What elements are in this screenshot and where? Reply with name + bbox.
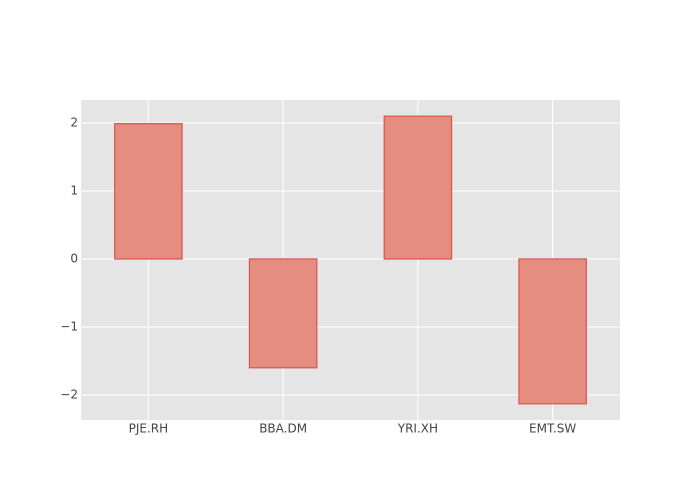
bar	[383, 115, 453, 260]
y-tick-label: 1	[70, 183, 78, 197]
y-tick-label: −2	[60, 387, 78, 401]
x-tick-label: PJE.RH	[129, 422, 169, 436]
bar	[114, 123, 183, 260]
x-tick-label: EMT.SW	[529, 422, 576, 436]
y-tick-label: −1	[60, 319, 78, 333]
y-tick-label: 2	[70, 115, 78, 129]
bar	[518, 258, 587, 405]
y-tick-label: 0	[70, 251, 78, 265]
bar	[248, 258, 318, 369]
x-tick-label: YRI.XH	[397, 422, 438, 436]
x-tick-label: BBA.DM	[259, 422, 307, 436]
